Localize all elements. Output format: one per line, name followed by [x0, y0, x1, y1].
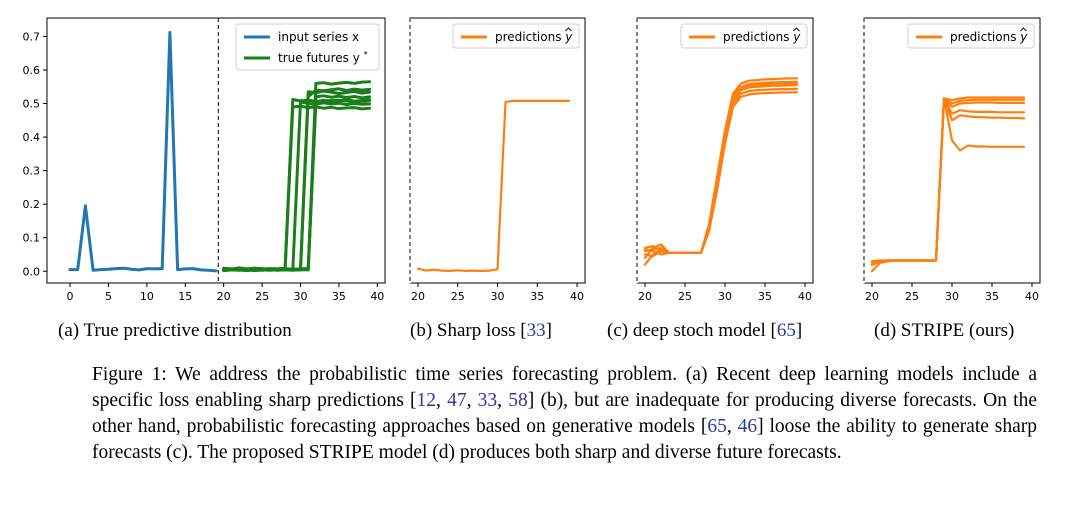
legend-box — [680, 23, 808, 49]
x-tick-label: 30 — [491, 290, 505, 303]
y-tick-label: 0.2 — [23, 198, 41, 211]
series-line-c-0-3 — [643, 87, 799, 266]
panel-d-chart: 20 25 30 35 40 predictions y — [863, 17, 1041, 303]
y-tick-label: 0.5 — [23, 98, 41, 111]
y-tick-label: 0.0 — [23, 265, 41, 278]
legend-label: predictions y — [950, 30, 1028, 44]
y-tick-label: 0.3 — [23, 165, 41, 178]
hat-mark — [565, 27, 572, 32]
series-line-a-0-0 — [68, 30, 218, 273]
series-line-a-1-2 — [222, 100, 372, 273]
x-tick-label: 40 — [798, 290, 812, 303]
x-tick-label: 40 — [570, 290, 584, 303]
figure-caption: Figure 1: We address the probabilistic t… — [92, 364, 1038, 463]
x-tick-label: 25 — [451, 290, 465, 303]
citation-link[interactable]: 33 — [526, 320, 546, 341]
subcaption-b: (b) Sharp loss [33] — [410, 320, 552, 341]
y-tick-label: 0.1 — [23, 232, 41, 245]
subcaption-a: (a) True predictive distribution — [58, 320, 292, 341]
x-tick-label: 25 — [255, 290, 269, 303]
x-tick-label: 20 — [638, 290, 652, 303]
x-tick-label: 25 — [678, 290, 692, 303]
panel-c-chart: 20 25 30 35 40 predictions y — [636, 17, 814, 303]
figure-panels: 0 5 10 15 20 25 30 35 40 0.0 0.1 0.2 0.3 0.4 0.5 0.6 0.7… — [23, 17, 1041, 303]
series-line-d-0-5 — [870, 97, 1026, 267]
legend-box — [452, 23, 580, 49]
y-tick-label: 0.6 — [23, 64, 41, 77]
citation-link[interactable]: 33 — [477, 390, 498, 411]
citation-link[interactable]: 47 — [447, 390, 467, 411]
series-line-b-0-0 — [416, 99, 571, 272]
legend-box — [907, 23, 1035, 49]
plot-frame-a — [46, 17, 386, 284]
subcaption-d: (d) STRIPE (ours) — [874, 320, 1015, 341]
legend-box — [235, 23, 380, 71]
plot-frame-b — [409, 17, 586, 284]
x-tick-label: 20 — [865, 290, 879, 303]
x-tick-label: 35 — [985, 290, 999, 303]
x-tick-label: 20 — [217, 290, 231, 303]
legend-label: input series x — [278, 30, 359, 44]
x-tick-label: 35 — [530, 290, 544, 303]
series-line-c-0-4 — [643, 90, 799, 258]
x-tick-label: 25 — [905, 290, 919, 303]
x-tick-label: 30 — [294, 290, 308, 303]
legend-label: predictions y — [495, 30, 573, 44]
y-tick-label: 0.7 — [23, 30, 41, 43]
citation-link[interactable]: 65 — [776, 320, 796, 341]
x-tick-label: 35 — [332, 290, 346, 303]
x-tick-label: 40 — [370, 290, 384, 303]
hat-mark — [793, 27, 800, 32]
legend-label: predictions y — [723, 30, 801, 44]
series-line-c-0-5 — [643, 81, 799, 256]
x-tick-label: 15 — [178, 290, 192, 303]
x-tick-label: 5 — [105, 290, 112, 303]
x-tick-label: 30 — [718, 290, 732, 303]
legend-label: true futures y * — [278, 50, 368, 65]
citation-link[interactable]: 65 — [707, 416, 727, 437]
x-tick-label: 30 — [945, 290, 959, 303]
x-tick-label: 10 — [140, 290, 154, 303]
x-tick-label: 0 — [67, 290, 74, 303]
x-tick-label: 20 — [411, 290, 425, 303]
panel-b-chart: 20 25 30 35 40 predictions y — [409, 17, 586, 303]
citation-link[interactable]: 46 — [737, 416, 758, 437]
plot-frame-d — [863, 17, 1041, 284]
x-tick-label: 40 — [1025, 290, 1039, 303]
y-tick-label: 0.4 — [23, 131, 41, 144]
panel-a-chart: 0 5 10 15 20 25 30 35 40 0.0 0.1 0.2 0.3 0.4 0.5 0.6 0.7… — [23, 17, 386, 303]
subcaption-c: (c) deep stoch model [65] — [607, 320, 803, 341]
x-tick-label: 35 — [758, 290, 772, 303]
citation-link[interactable]: 58 — [508, 390, 528, 411]
hat-mark — [1020, 27, 1027, 32]
series-line-a-1-7 — [222, 98, 372, 272]
citation-link[interactable]: 12 — [416, 390, 437, 411]
plot-frame-c — [636, 17, 814, 284]
